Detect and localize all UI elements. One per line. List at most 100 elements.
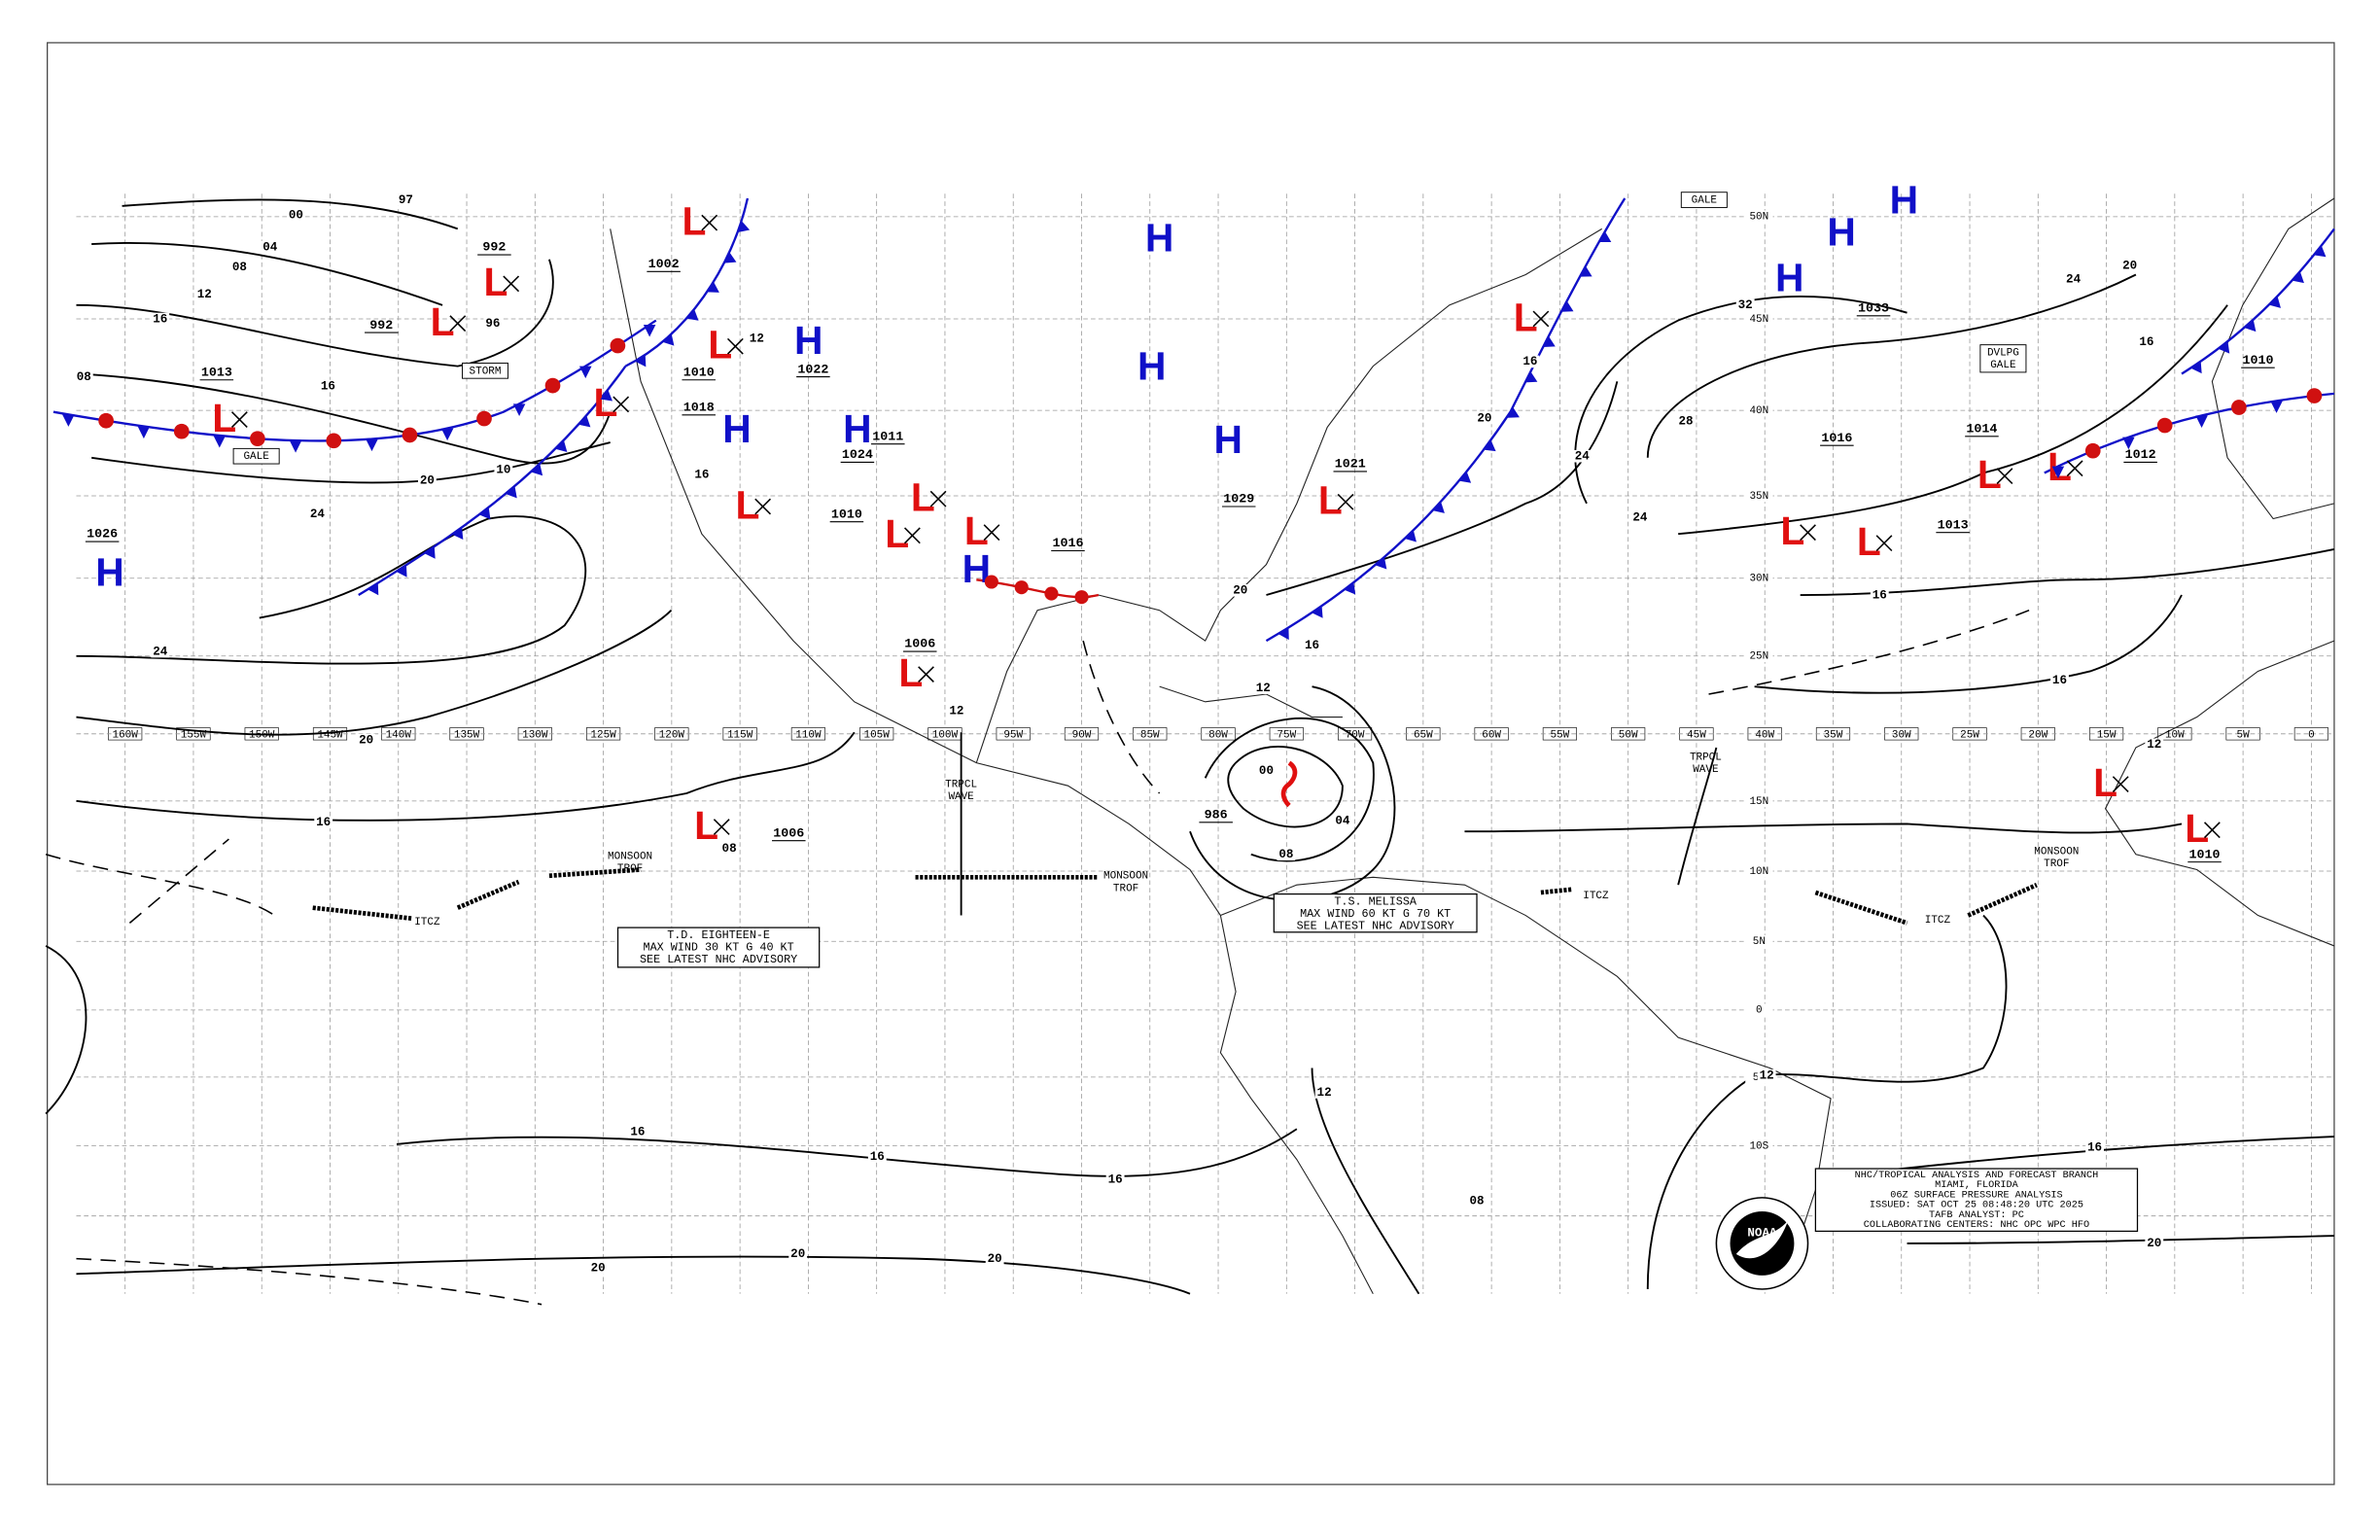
isobar-label: 20 bbox=[591, 1261, 606, 1275]
isobar-label: 24 bbox=[1632, 510, 1648, 524]
low-x bbox=[726, 337, 744, 355]
isobar-label-bg bbox=[74, 370, 93, 383]
advisory-box bbox=[1273, 892, 1478, 933]
isobar-label-bg bbox=[151, 312, 170, 326]
front-semicircle bbox=[173, 423, 190, 439]
lat-label: 10S bbox=[1749, 1140, 1768, 1152]
pressure-label: 1029 bbox=[1223, 493, 1254, 508]
isobar-label-bg bbox=[1314, 1086, 1334, 1099]
low-center: L bbox=[885, 511, 909, 556]
lat-label-box bbox=[1745, 649, 1773, 663]
front-triangle bbox=[478, 507, 491, 520]
front-triangle bbox=[440, 428, 454, 441]
isobar-label: 08 bbox=[232, 261, 247, 274]
lat-label: 30N bbox=[1749, 574, 1768, 585]
low-center: L bbox=[911, 474, 935, 519]
low-center: L bbox=[735, 482, 759, 527]
title-line: ISSUED: SAT OCT 25 08:48:20 UTC 2025 bbox=[1870, 1201, 2083, 1211]
low-center: L bbox=[212, 396, 236, 440]
low-center: L bbox=[2093, 760, 2118, 805]
high-center: H bbox=[794, 318, 822, 363]
front-triangle bbox=[1432, 501, 1445, 513]
lat-label-box bbox=[1745, 572, 1773, 585]
isobar-label: 20 bbox=[988, 1252, 1002, 1266]
lon-label: 40W bbox=[1755, 730, 1774, 742]
low-center: L bbox=[1318, 478, 1343, 523]
isobar-label: 00 bbox=[1259, 764, 1274, 778]
lon-label: 50W bbox=[1619, 730, 1638, 742]
low-center: L bbox=[1780, 508, 1804, 553]
low-center: L bbox=[898, 650, 923, 695]
front-triangle bbox=[723, 252, 737, 263]
lat-label-box bbox=[1745, 1003, 1773, 1017]
pressure-label: 1013 bbox=[201, 366, 232, 380]
pressure-label: 992 bbox=[482, 241, 506, 256]
isobar-label-bg bbox=[314, 816, 333, 829]
annotation: STORM bbox=[470, 366, 502, 377]
low-x bbox=[754, 498, 772, 515]
front-triangle bbox=[512, 403, 526, 416]
lat-label-box bbox=[1745, 1139, 1773, 1152]
lon-label: 75W bbox=[1277, 730, 1296, 742]
front-triangle bbox=[643, 324, 656, 337]
low-center: L bbox=[682, 198, 707, 243]
pressure-label: 1024 bbox=[842, 448, 873, 463]
low-center: L bbox=[694, 803, 718, 848]
isobar-label-bg bbox=[1521, 355, 1540, 368]
lat-label-box bbox=[1745, 934, 1773, 948]
lon-label: 125W bbox=[590, 730, 616, 742]
isobar-label-bg bbox=[1467, 1194, 1487, 1208]
front-semicircle bbox=[2306, 388, 2323, 403]
pressure-label: 1006 bbox=[773, 826, 804, 841]
isobar-label-bg bbox=[1277, 848, 1296, 861]
front-triangle bbox=[1404, 530, 1417, 542]
isobar-label: 08 bbox=[1278, 848, 1293, 861]
annotation: MONSOON TROF bbox=[1103, 871, 1148, 895]
front-triangle bbox=[1278, 627, 1289, 641]
isobar-label: 12 bbox=[1256, 682, 1271, 695]
lat-label: 45N bbox=[1749, 314, 1768, 326]
isobar-label: 20 bbox=[2147, 1237, 2161, 1250]
lon-label: 70W bbox=[1346, 730, 1365, 742]
front-semicircle bbox=[2231, 400, 2247, 415]
isobar-label: 16 bbox=[2052, 674, 2067, 687]
lat-label: 0 bbox=[1756, 1005, 1763, 1017]
pressure-label: 1010 bbox=[2189, 848, 2221, 862]
high-center: H bbox=[1138, 344, 1166, 389]
front-triangle bbox=[2270, 401, 2283, 413]
front-semicircle bbox=[326, 433, 342, 449]
isobar-label-bg bbox=[788, 1247, 808, 1261]
isobar-label-bg bbox=[985, 1252, 1004, 1265]
lon-label: 115W bbox=[727, 730, 753, 742]
front-triangle bbox=[1524, 371, 1538, 383]
isobar-label-bg bbox=[2085, 1140, 2104, 1154]
annotation: ITCZ bbox=[1583, 891, 1609, 902]
front-triangle bbox=[662, 333, 675, 346]
low-x bbox=[918, 666, 934, 683]
isobar-label-bg bbox=[1303, 639, 1321, 652]
low-x bbox=[1337, 493, 1354, 510]
cold-front bbox=[2181, 228, 2335, 375]
coastlines bbox=[610, 197, 2335, 1294]
lon-label: 0 bbox=[2308, 730, 2315, 742]
isobar-label-bg bbox=[494, 464, 513, 476]
low-x bbox=[612, 396, 630, 413]
high-center: H bbox=[1213, 417, 1242, 462]
isobar-label-bg bbox=[719, 842, 739, 855]
isobar-label-bg bbox=[194, 288, 214, 301]
high-center: H bbox=[1145, 216, 1173, 261]
high-center: H bbox=[722, 406, 751, 451]
lat-label-box bbox=[1745, 794, 1773, 808]
annotation-box bbox=[462, 363, 509, 379]
isobar-label: 12 bbox=[949, 705, 963, 718]
isobar-label: 12 bbox=[1760, 1069, 1774, 1083]
isobar-label-bg bbox=[1253, 682, 1273, 695]
lon-label: 55W bbox=[1551, 730, 1570, 742]
isobar-label: 08 bbox=[1469, 1194, 1484, 1208]
pressure-label: 1033 bbox=[1858, 302, 1889, 317]
lon-label: 35W bbox=[1824, 730, 1843, 742]
front-triangle bbox=[555, 439, 568, 452]
isobar-label-bg bbox=[261, 240, 280, 254]
isobar-label-bg bbox=[2120, 259, 2140, 272]
low-x bbox=[1800, 524, 1816, 542]
